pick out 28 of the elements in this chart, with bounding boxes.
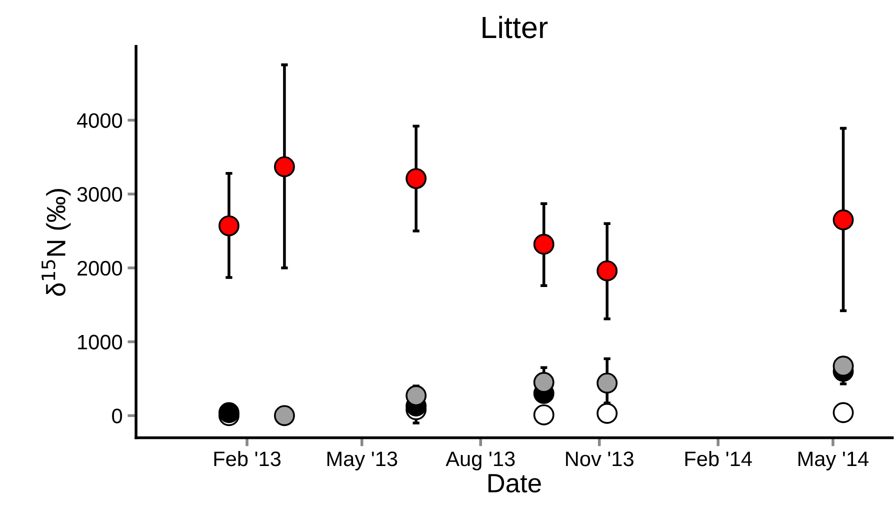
point	[596, 260, 618, 282]
point	[832, 209, 854, 230]
x-tick-label: Aug '13	[446, 451, 515, 470]
point	[274, 156, 295, 178]
point	[533, 404, 554, 426]
point	[218, 215, 240, 236]
y-tick-label: 4000	[76, 113, 122, 128]
x-tick-label: Nov '13	[566, 451, 634, 466]
point	[533, 234, 554, 255]
x-tick-label: May '14	[798, 452, 868, 470]
y-tick-label: 1000	[78, 334, 122, 350]
point	[596, 372, 618, 394]
chart-title: Litter	[482, 16, 548, 38]
y-tick-label: 2000	[78, 260, 122, 276]
y-axis-title: δ$^{15}$N (‰)	[42, 189, 71, 296]
point	[596, 402, 618, 424]
y-tick-label: 0	[112, 408, 122, 424]
point	[832, 356, 854, 377]
x-axis-title: Date	[488, 474, 541, 493]
y-tick-label: 3000	[77, 187, 122, 202]
point	[274, 405, 295, 426]
x-tick-label: Feb '14	[685, 450, 752, 466]
point	[406, 168, 427, 190]
x-tick-label: Feb '13	[214, 450, 281, 466]
point	[533, 372, 554, 393]
x-tick-label: May '13	[327, 451, 398, 470]
point	[832, 402, 854, 424]
point	[406, 385, 427, 406]
